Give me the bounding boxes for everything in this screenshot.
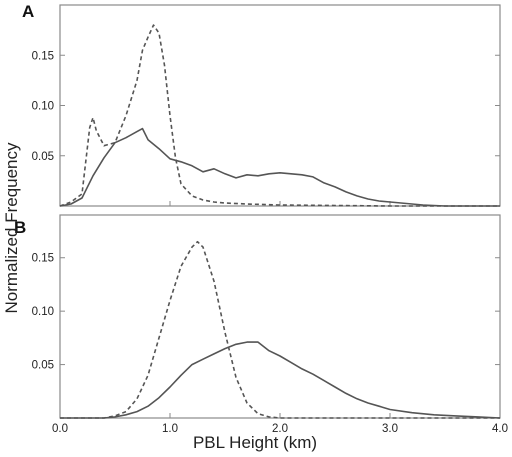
x-tick-label: 4.0 [492, 423, 508, 435]
panel-b-y-tick-label: 0.05 [32, 360, 54, 372]
y-axis-title: Normalized Frequency [2, 142, 21, 314]
panel-a-solid-line [59, 127, 500, 207]
panel-a-y-tick-label: 0.05 [32, 151, 54, 163]
panel-a-y-ticks: 0.05 0.10 0.15 [32, 50, 501, 206]
x-tick-label: 0.0 [52, 423, 68, 435]
panel-b-frame [59, 214, 501, 419]
panel-a-y-tick-label: 0.10 [32, 101, 54, 113]
panel-b-solid-line [60, 341, 501, 419]
x-tick-label: 2.0 [272, 423, 288, 435]
panel-b-y-tick-label: 0.10 [32, 306, 54, 318]
panel-b-series [60, 240, 501, 419]
x-tick-label: 3.0 [382, 423, 398, 435]
panel-b-dashed-line [60, 240, 500, 419]
panel-b-x-ticks: 0.0 1.0 2.0 3.0 4.0 [52, 423, 508, 435]
panel-a-dashed-line [59, 24, 500, 207]
panel-a-frame [59, 4, 501, 207]
panel-b-y-ticks: 0.05 0.10 0.15 [32, 253, 501, 418]
panel-a-label: A [22, 2, 34, 21]
panel-b-y-tick-label: 0.15 [32, 253, 54, 265]
panel-a-series [59, 24, 500, 207]
panel-a: A 0.05 0.10 0.15 [22, 2, 501, 207]
panel-b-label: B [14, 218, 26, 237]
x-tick-label: 1.0 [162, 423, 178, 435]
panel-a-y-tick-label: 0.15 [32, 50, 54, 62]
panel-b: B 0.05 0.10 0.15 0.0 1.0 2.0 3.0 4.0 [14, 214, 508, 435]
x-axis-title: PBL Height (km) [193, 433, 317, 452]
